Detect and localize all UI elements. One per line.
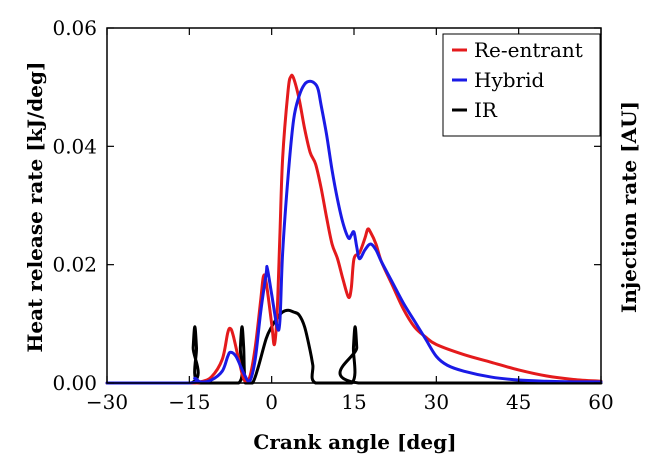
plot-lines <box>105 73 603 385</box>
y-tick-label: 0.06 <box>52 16 97 40</box>
y-tick-label: 0.04 <box>52 134 97 158</box>
x-tick-label: 60 <box>588 390 613 414</box>
legend: Re-entrant Hybrid IR <box>442 33 601 137</box>
y-tick-label: 0.02 <box>52 253 97 277</box>
x-tick-label: −30 <box>86 390 128 414</box>
y-axis-title: Heat release rate [kJ/deg] <box>23 62 47 353</box>
y-tick-label: 0.00 <box>52 371 97 395</box>
plot-frame <box>106 27 602 384</box>
series-line-hybrid <box>105 79 603 385</box>
legend-label-ir: IR <box>474 98 498 122</box>
x-axis-title: Crank angle [deg] <box>253 430 456 454</box>
x-tick-label: 30 <box>424 390 449 414</box>
tick-labels: −30 −15 0 15 30 45 60 0.00 0.02 0.04 0.06 <box>52 16 613 414</box>
x-tick-label: 0 <box>265 390 278 414</box>
legend-box <box>442 33 601 137</box>
legend-label-re-entrant: Re-entrant <box>474 38 583 62</box>
x-tick-label: 45 <box>506 390 531 414</box>
x-tick-label: −15 <box>168 390 210 414</box>
x-tick-label: 15 <box>341 390 366 414</box>
y-axis-right-title: Injection rate [AU] <box>617 101 641 313</box>
legend-label-hybrid: Hybrid <box>474 68 545 92</box>
